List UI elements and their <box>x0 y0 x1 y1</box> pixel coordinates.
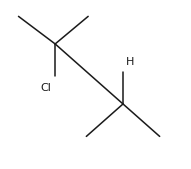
Text: H: H <box>126 57 134 67</box>
Text: Cl: Cl <box>40 83 51 93</box>
